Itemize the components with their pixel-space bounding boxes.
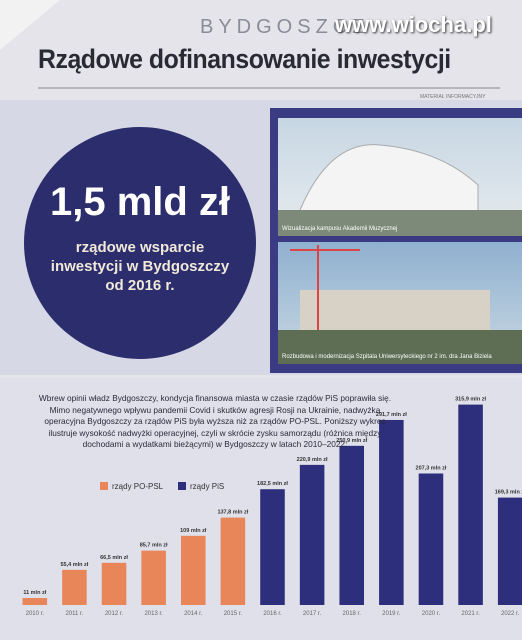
x-tick-label: 2017 r. — [303, 611, 322, 617]
value-label: 291,7 mln zł — [376, 412, 407, 418]
x-tick-label: 2019 r. — [382, 611, 401, 617]
legend-swatch — [100, 482, 108, 490]
value-label: 169,3 mln zł — [495, 490, 522, 496]
value-label: 315,9 mln zł — [455, 397, 486, 403]
bar — [379, 419, 404, 605]
bar — [220, 517, 246, 605]
bar — [101, 562, 127, 605]
x-tick-label: 2015 r. — [224, 611, 243, 617]
x-tick-label: 2020 r. — [422, 611, 441, 617]
bar — [22, 598, 48, 605]
x-tick-label: 2013 r. — [144, 611, 163, 617]
bar — [418, 473, 444, 605]
x-tick-label: 2021 r. — [461, 611, 480, 617]
value-label: 66,5 mln zł — [100, 555, 128, 561]
legend-label: rządy PiS — [190, 482, 224, 491]
bar — [141, 550, 166, 605]
value-label: 11 mln zł — [23, 590, 46, 596]
value-label: 207,3 mln zł — [416, 465, 447, 471]
value-label: 109 mln zł — [180, 528, 207, 534]
x-tick-label: 2012 r. — [105, 611, 124, 617]
x-tick-label: 2018 r. — [343, 611, 362, 617]
note: MATERIAŁ INFORMACYJNY — [420, 94, 486, 100]
value-label: 220,9 mln zł — [297, 457, 328, 463]
trees — [278, 330, 522, 364]
city: BYDGOSZCZ — [200, 16, 370, 38]
x-tick-label: 2016 r. — [263, 611, 282, 617]
highlight-circle — [24, 127, 256, 359]
x-tick-label: 2014 r. — [184, 611, 203, 617]
description: Wbrew opinii władz Bydgoszczy, kondycja … — [38, 393, 392, 450]
value-label: 182,5 mln zł — [257, 481, 288, 487]
title: Rządowe dofinansowanie inwestycji — [38, 44, 451, 74]
bar — [62, 569, 87, 605]
bar — [180, 535, 206, 605]
legend-swatch — [178, 482, 186, 490]
headline-text: rządowe wsparcie inwestycji w Bydgoszczy… — [50, 239, 230, 294]
caption: Wizualizacja kampusu Akademii Muzycznej — [282, 226, 398, 232]
caption: Rozbudowa i modernizacja Szpitala Uniwer… — [282, 354, 492, 360]
value-label: 55,4 mln zł — [61, 562, 89, 568]
value-label: 85,7 mln zł — [140, 543, 168, 549]
x-tick-label: 2022 r. — [501, 611, 520, 617]
headline-amount: 1,5 mld zł — [49, 180, 231, 224]
building — [299, 144, 479, 216]
bar — [260, 489, 285, 605]
x-tick-label: 2011 r. — [65, 611, 83, 617]
bar — [497, 497, 522, 605]
hospital-building — [300, 290, 490, 335]
value-label: 137,8 mln zł — [217, 510, 248, 516]
legend-label: rządy PO-PSL — [112, 482, 164, 491]
x-tick-label: 2010 r. — [26, 611, 45, 617]
bar — [299, 464, 325, 605]
ground — [278, 210, 522, 236]
paper-fold — [0, 0, 60, 50]
value-label: 250,9 mln zł — [336, 438, 367, 444]
watermark: www.wiocha.pl — [335, 12, 492, 37]
bar — [339, 445, 365, 605]
bar — [458, 404, 483, 605]
